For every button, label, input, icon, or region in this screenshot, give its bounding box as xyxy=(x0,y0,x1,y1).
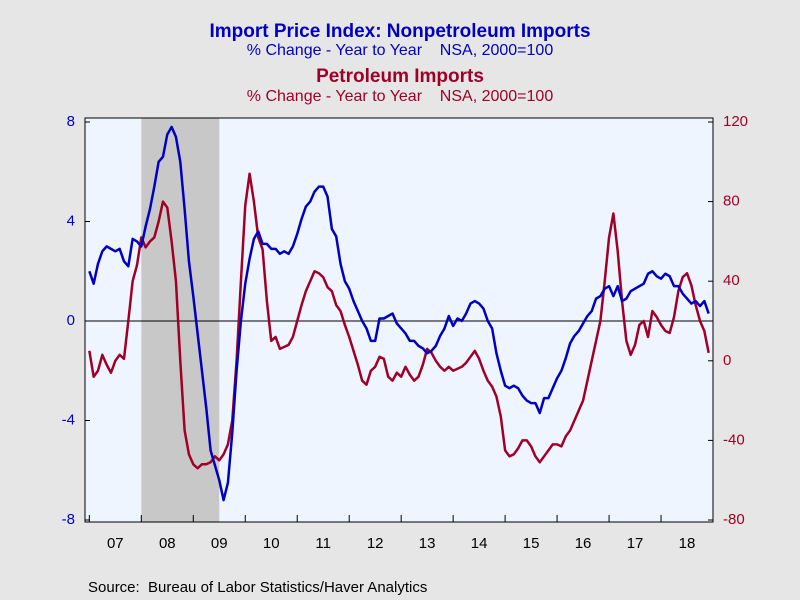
x-tick-label: 18 xyxy=(679,535,696,552)
y2-tick-label: -40 xyxy=(723,431,745,448)
x-tick-label: 08 xyxy=(159,535,176,552)
source-note: Source: Bureau of Labor Statistics/Haver… xyxy=(88,579,427,596)
chart-title: Import Price Index: Nonpetroleum Imports xyxy=(209,21,590,42)
x-tick-label: 11 xyxy=(315,535,331,552)
chart-title-2: Petroleum Imports xyxy=(316,66,484,87)
chart-subtitle-2: % Change - Year to Year NSA, 2000=100 xyxy=(247,88,554,105)
series-line xyxy=(88,125,710,502)
recession-shading xyxy=(141,118,220,522)
series-line xyxy=(88,172,710,470)
x-tick-label: 15 xyxy=(523,535,540,552)
x-tick-label: 10 xyxy=(263,535,280,552)
x-tick-label: 16 xyxy=(575,535,592,552)
y-tick-label: 8 xyxy=(67,113,75,130)
x-tick-label: 17 xyxy=(627,535,644,552)
x-tick-label: 09 xyxy=(211,535,228,552)
y2-tick-label: 40 xyxy=(723,272,740,289)
y2-tick-label: 120 xyxy=(723,113,748,130)
x-tick-label: 14 xyxy=(471,535,488,552)
x-tick-label: 07 xyxy=(107,535,124,552)
x-tick-label: 12 xyxy=(367,535,384,552)
y2-tick-label: -80 xyxy=(723,511,745,528)
x-tick-label: 13 xyxy=(419,535,436,552)
chart-subtitle: % Change - Year to Year NSA, 2000=100 xyxy=(247,42,554,59)
y-tick-label: -8 xyxy=(62,511,75,528)
y-tick-label: 4 xyxy=(67,212,75,229)
y-tick-label: 0 xyxy=(67,312,75,329)
plot-frame xyxy=(84,117,714,523)
y2-tick-label: 0 xyxy=(723,352,731,369)
y-tick-label: -4 xyxy=(62,411,75,428)
y2-tick-label: 80 xyxy=(723,193,740,210)
